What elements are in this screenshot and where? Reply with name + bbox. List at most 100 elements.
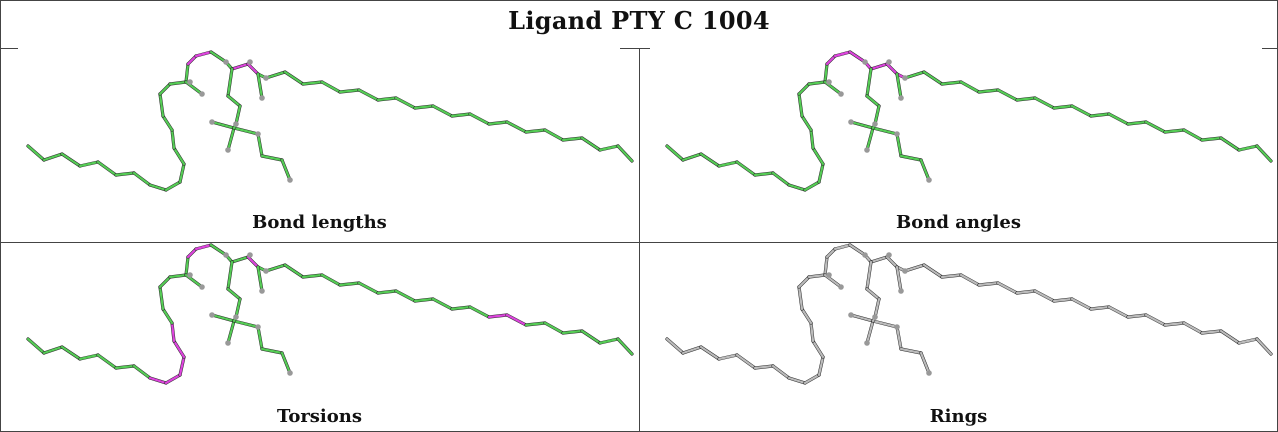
atom-node <box>225 147 231 153</box>
bond <box>977 281 1000 287</box>
bond <box>210 120 236 130</box>
bond <box>735 353 757 370</box>
atom-node <box>287 177 293 183</box>
bond <box>787 376 807 385</box>
bond <box>895 265 903 293</box>
bond <box>809 321 815 343</box>
bond <box>226 260 234 291</box>
bond <box>158 275 172 289</box>
bond <box>616 337 634 356</box>
bond <box>338 88 361 94</box>
panel-bond-angles <box>665 50 1273 192</box>
atom-node <box>864 340 870 346</box>
bond <box>797 82 811 96</box>
bond <box>505 313 528 327</box>
bond <box>209 50 228 64</box>
bond <box>226 94 242 108</box>
bond <box>865 287 881 301</box>
bond <box>178 162 186 184</box>
atom-node <box>826 79 832 85</box>
bond <box>210 313 236 323</box>
atom-node <box>872 314 878 320</box>
bond <box>468 112 491 126</box>
bond <box>873 297 881 319</box>
bond <box>598 337 620 345</box>
bond <box>800 307 813 325</box>
bond <box>1107 112 1130 126</box>
bond <box>148 183 168 192</box>
bond <box>1070 104 1093 118</box>
bond <box>450 305 472 311</box>
atom-node <box>848 119 854 125</box>
bond <box>848 243 867 257</box>
bond <box>811 339 825 359</box>
bond <box>96 160 118 177</box>
bond <box>96 353 118 370</box>
bond <box>1015 289 1037 295</box>
bond <box>899 347 923 355</box>
page-title: Ligand PTY C 1004 <box>508 6 770 35</box>
bond <box>865 126 875 152</box>
panel-bond-lengths <box>26 50 634 192</box>
bond <box>922 263 944 279</box>
atom-node <box>255 131 261 137</box>
bond <box>357 281 380 295</box>
bond <box>899 154 923 162</box>
bond <box>1182 321 1204 335</box>
bond <box>1015 96 1037 102</box>
atom-node <box>209 119 215 125</box>
bond <box>869 62 889 71</box>
bond <box>865 94 881 108</box>
bond <box>787 183 807 192</box>
bond <box>301 273 324 279</box>
bond <box>60 345 82 361</box>
bond <box>977 88 1000 94</box>
bond <box>260 347 284 355</box>
atom-node <box>898 288 904 294</box>
atom-node <box>199 284 205 290</box>
bond <box>158 82 172 96</box>
caption-torsions: Torsions <box>276 406 363 427</box>
atom-node <box>247 59 253 65</box>
bond <box>1089 112 1111 118</box>
bond <box>561 329 584 335</box>
bond <box>164 373 182 385</box>
bond <box>848 50 867 64</box>
bond <box>78 160 100 168</box>
bond <box>800 114 813 132</box>
atom-node <box>233 121 239 127</box>
bond <box>132 171 152 187</box>
bond <box>825 54 837 66</box>
atom-node <box>259 288 265 294</box>
caption-bond-angles: Bond angles <box>896 212 1021 233</box>
bond <box>940 273 963 279</box>
bond <box>186 54 198 66</box>
atom-node <box>838 91 844 97</box>
atom-node <box>926 370 932 376</box>
bond <box>256 325 264 351</box>
bond <box>1255 144 1273 163</box>
bond <box>1144 313 1167 327</box>
bond <box>865 319 875 345</box>
bond <box>849 120 875 130</box>
bond <box>717 160 739 168</box>
bond <box>797 92 804 118</box>
bond <box>616 144 634 163</box>
bond <box>1200 136 1223 142</box>
atom-node <box>864 147 870 153</box>
bond <box>865 67 873 98</box>
bond <box>797 275 811 289</box>
bond <box>735 160 757 177</box>
bond <box>234 297 242 319</box>
bond <box>903 70 926 80</box>
bond <box>1255 337 1273 356</box>
bond <box>561 136 584 142</box>
atom-node <box>838 284 844 290</box>
bond <box>681 345 703 355</box>
bond <box>699 152 721 168</box>
bond <box>807 273 827 279</box>
atom-node <box>247 252 253 258</box>
bond <box>543 128 565 142</box>
bond <box>823 255 829 277</box>
bond <box>717 353 739 361</box>
